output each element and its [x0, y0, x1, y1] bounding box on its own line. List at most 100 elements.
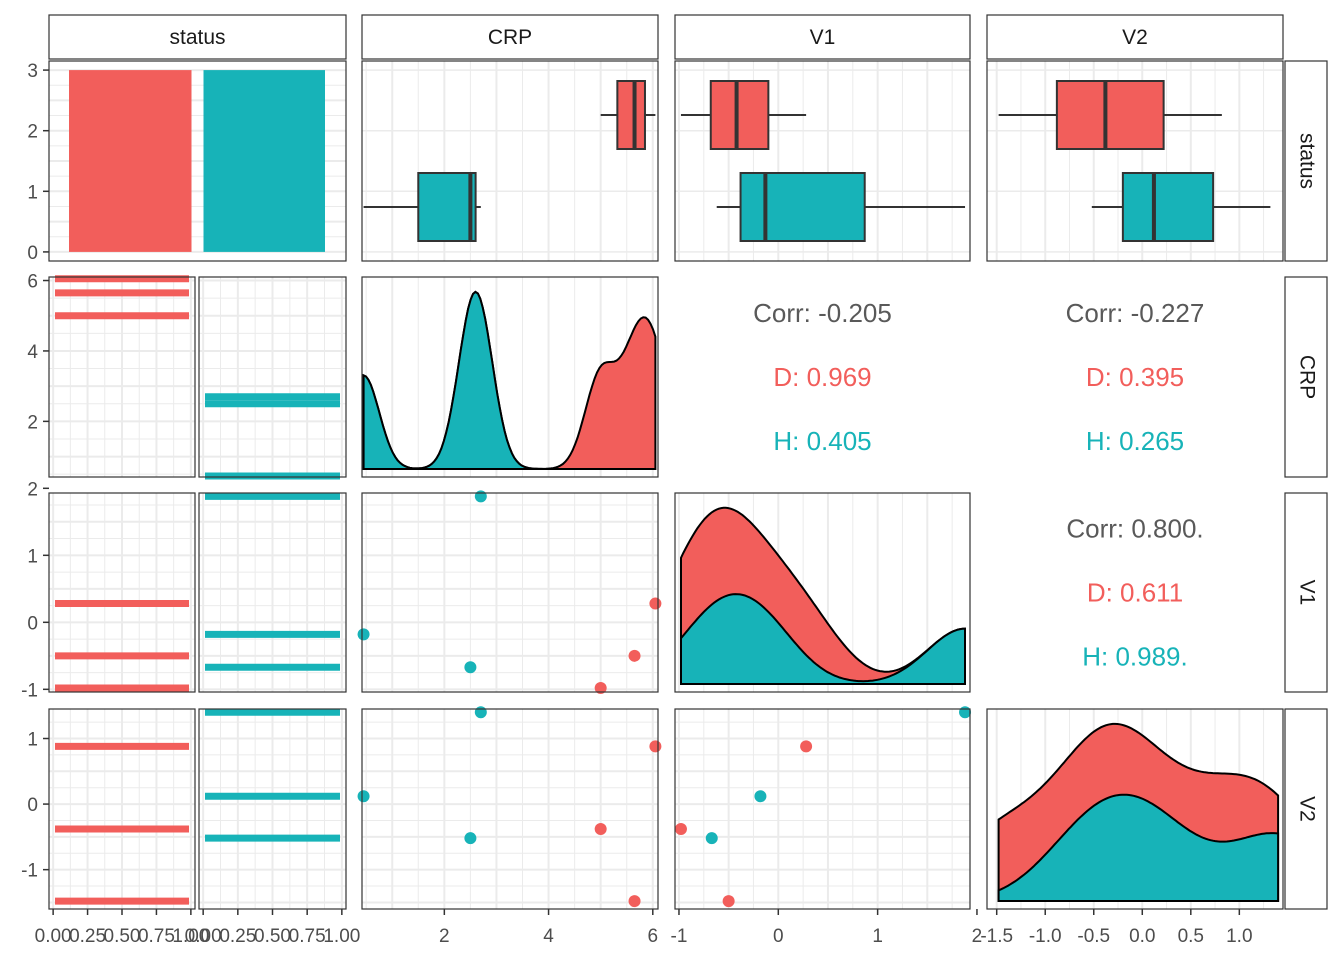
strip-label: status — [1295, 133, 1318, 189]
x-tick-label-V1: -1 — [671, 926, 688, 947]
strip-box — [1284, 276, 1328, 478]
point-D — [800, 740, 813, 753]
corr-group-H: H: 0.989. — [1082, 642, 1188, 672]
corr-overall: Corr: -0.227 — [1066, 298, 1205, 328]
panel-border — [361, 708, 659, 910]
point-H — [705, 832, 718, 845]
x-tick-label-V1: 2 — [972, 926, 983, 947]
panel-CRP-status — [48, 275, 347, 480]
y-tick-label-status: 0 — [27, 243, 38, 264]
x-tick-label-status: 0.25 — [69, 926, 106, 947]
panel-background — [987, 493, 1283, 692]
y-tick-label-CRP: 4 — [27, 342, 38, 363]
corr-group-H: H: 0.405 — [773, 426, 871, 456]
corr-group-D: D: 0.395 — [1086, 362, 1184, 392]
point-H — [357, 790, 370, 803]
point-D — [628, 895, 641, 908]
strip-box — [1284, 60, 1328, 262]
subpanel-H — [198, 276, 347, 480]
subpanel-D — [48, 275, 196, 478]
box-D — [616, 80, 646, 150]
y-tick-label-V2: -1 — [21, 861, 38, 882]
panel-border — [986, 708, 1284, 910]
panel-V2-status — [48, 708, 347, 910]
box-D — [709, 80, 770, 150]
y-tick-label-V1: 0 — [27, 613, 38, 634]
panel-V2-V2 — [986, 708, 1284, 910]
panel-V2-CRP — [357, 706, 662, 910]
x-tick-label-status: 0.25 — [219, 926, 256, 947]
box-H — [417, 172, 477, 242]
panel-border — [361, 492, 659, 693]
point-H — [357, 628, 370, 641]
y-tick-label-V1: 1 — [27, 546, 38, 567]
strip-label: V2 — [1295, 796, 1318, 822]
bar-H — [203, 70, 325, 252]
panel-background — [362, 493, 658, 692]
x-tick-label-status: 0.50 — [254, 926, 291, 947]
strip-label: V2 — [1122, 26, 1148, 49]
panel-background — [987, 277, 1283, 477]
panel-V1-V1 — [674, 492, 971, 693]
x-tick-label-status: 1.00 — [323, 926, 360, 947]
corr-overall: Corr: -0.205 — [753, 298, 892, 328]
box-D — [1055, 80, 1165, 150]
subpanel-D — [48, 492, 196, 693]
column-strip-V2: V2 — [986, 14, 1284, 60]
panel-border — [198, 492, 347, 693]
panel-border — [986, 60, 1284, 262]
panel-background — [675, 709, 970, 909]
point-D — [649, 740, 662, 753]
panel-border — [48, 60, 347, 262]
x-tick-label-status: 0.50 — [104, 926, 141, 947]
column-strip-V1: V1 — [674, 14, 971, 60]
corr-overall: Corr: 0.800. — [1066, 514, 1203, 544]
panel-border — [674, 492, 971, 693]
row-strip-CRP: CRP — [1284, 276, 1328, 478]
x-tick-label-V2: 0.0 — [1129, 926, 1155, 947]
corr-group-D: D: 0.969 — [773, 362, 871, 392]
point-D — [594, 823, 607, 835]
panel-border — [198, 276, 347, 478]
strip-label: V1 — [810, 26, 836, 49]
column-strip-status: status — [48, 14, 347, 60]
panel-V2-V1 — [674, 706, 972, 910]
x-tick-label-V1: 1 — [872, 926, 883, 947]
strip-box — [1284, 708, 1328, 910]
x-tick-label-status: 1.00 — [172, 926, 209, 947]
panel-border — [48, 492, 196, 693]
y-tick-label-V2: 1 — [27, 730, 38, 751]
corr-group-D: D: 0.611 — [1087, 578, 1183, 608]
point-D — [649, 597, 662, 610]
strip-box — [1284, 492, 1328, 693]
x-tick-label-V1: 0 — [773, 926, 784, 947]
strip-label: CRP — [1295, 355, 1318, 399]
strip-box — [986, 14, 1284, 60]
density-area-H — [362, 290, 656, 470]
point-H — [464, 832, 477, 845]
x-tick-label-status: 0.75 — [289, 926, 326, 947]
y-tick-label-V2: 0 — [27, 795, 38, 816]
x-tick-label-status: 0.00 — [185, 926, 222, 947]
point-H — [754, 790, 767, 803]
panel-background — [675, 277, 970, 477]
panel-border — [361, 60, 659, 262]
panel-background — [362, 709, 658, 909]
point-H — [474, 706, 487, 719]
panel-V1-CRP — [357, 490, 662, 694]
panel-V1-V2: Corr: 0.800. D: 0.611 H: 0.989. — [987, 493, 1283, 692]
panel-status-V1 — [674, 60, 971, 262]
point-H — [464, 661, 477, 674]
y-tick-label-status: 1 — [27, 182, 38, 203]
panel-background — [362, 61, 658, 261]
panel-border — [674, 60, 971, 262]
panel-CRP-V1: Corr: -0.205 D: 0.969 H: 0.405 — [675, 277, 970, 477]
density-area-H — [680, 593, 966, 685]
x-tick-label-V2: -0.5 — [1077, 926, 1110, 947]
panel-status-status — [48, 60, 347, 262]
subpanel-D — [48, 708, 196, 910]
row-strip-V2: V2 — [1284, 708, 1328, 910]
box-H — [739, 172, 866, 242]
panel-border — [361, 276, 659, 478]
